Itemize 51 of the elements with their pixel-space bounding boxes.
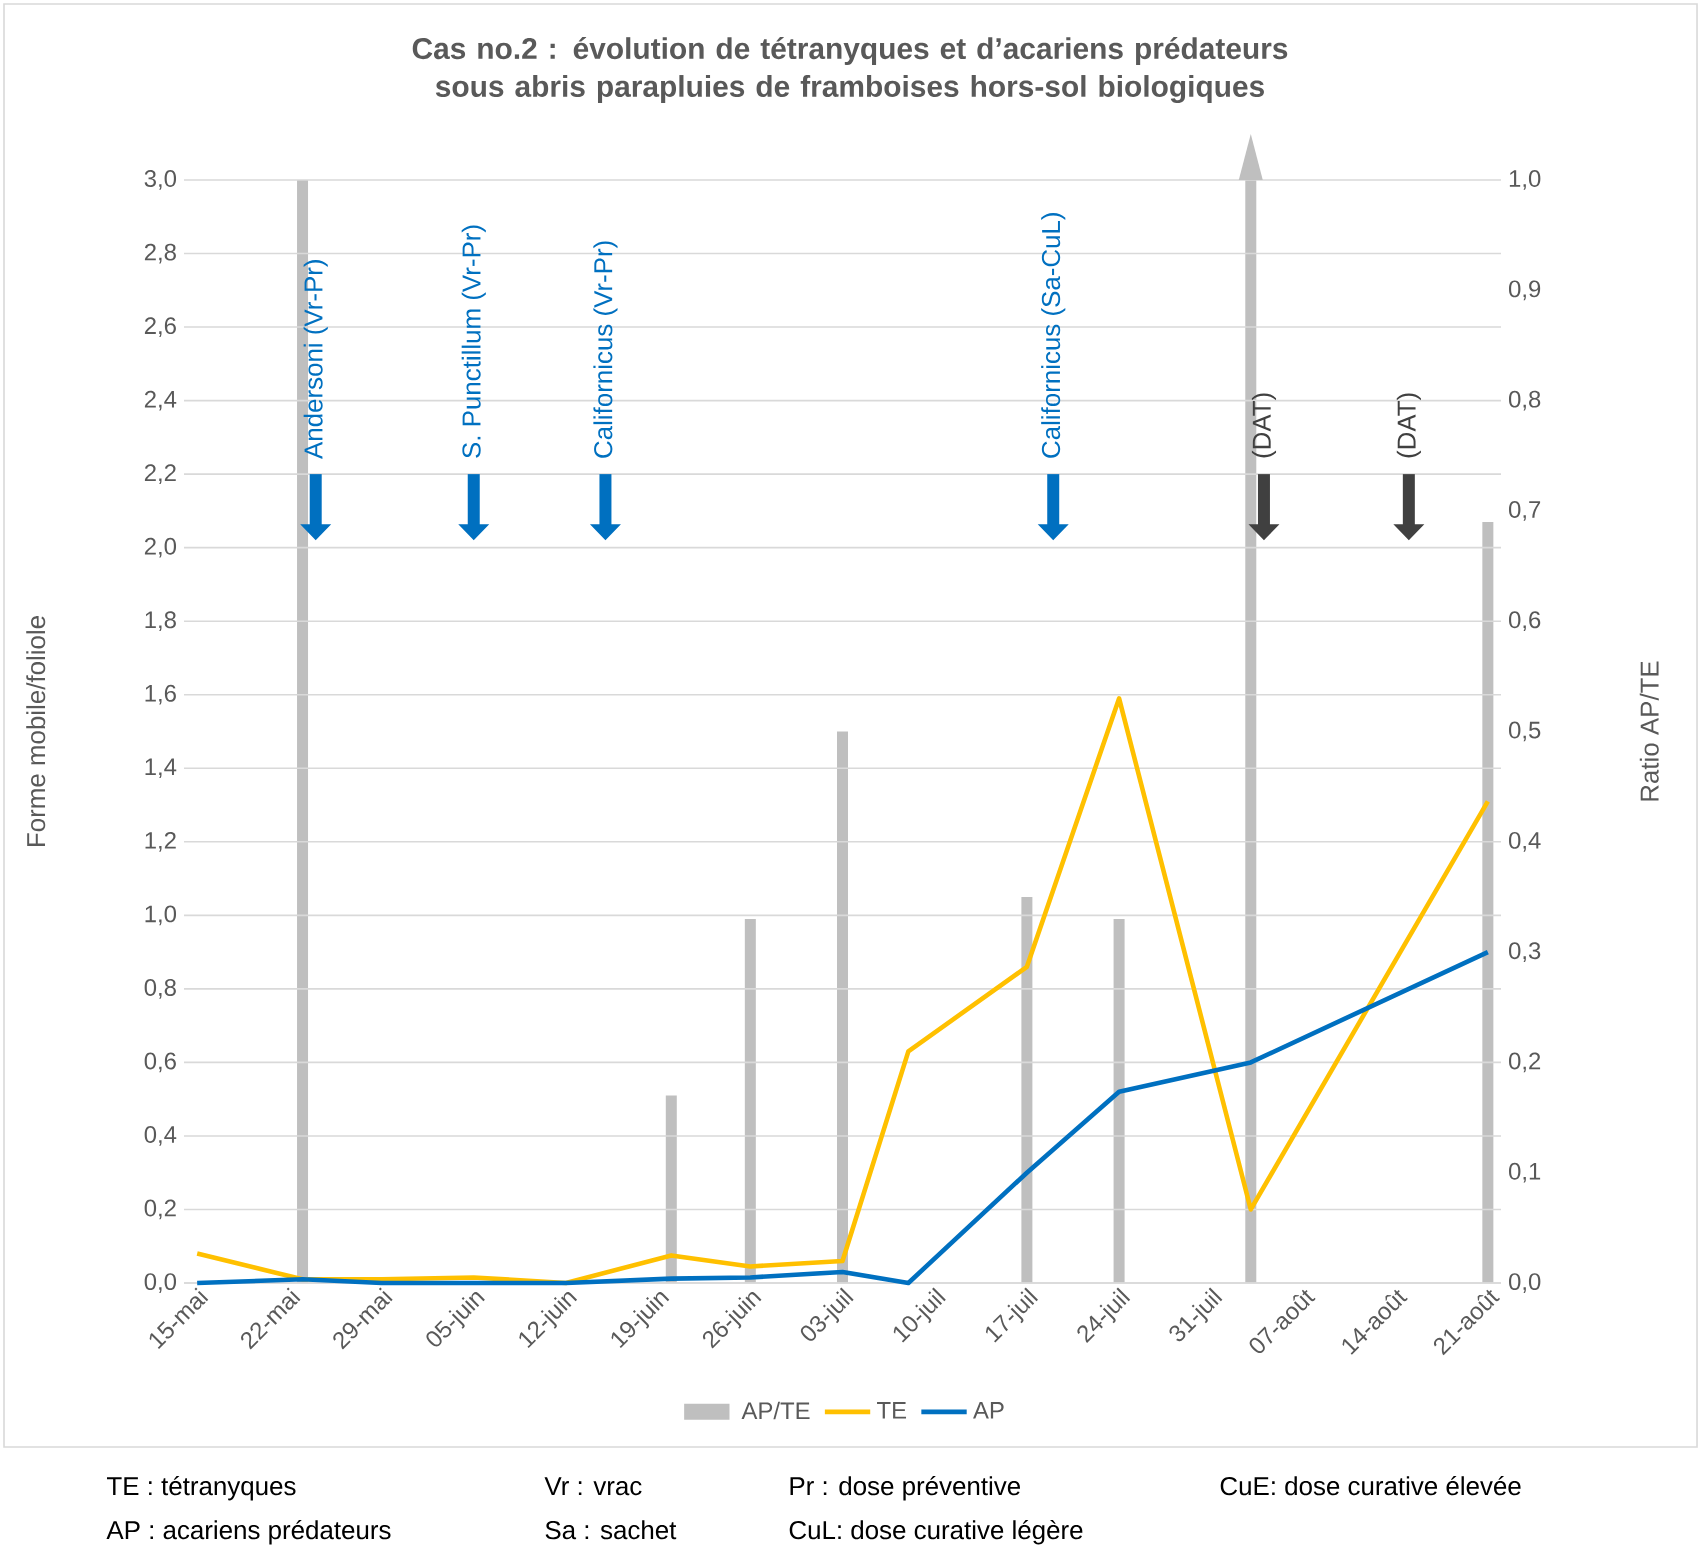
legend-label: AP/TE — [741, 1401, 810, 1420]
ref-line-label: Californicus (Vr-Pr) — [593, 241, 618, 458]
y2-tick-label: 0,6 — [1509, 611, 1541, 632]
y2-tick-label: 0,2 — [1509, 1052, 1541, 1073]
y2-tick-label: 1,0 — [1509, 170, 1541, 190]
ref-line-label: S. Punctillum (Vr-Pr) — [461, 225, 486, 458]
y2-tick-label: 0,9 — [1509, 280, 1541, 301]
y-tick-label: 1,0 — [145, 905, 177, 926]
y2-tick-label: 0,0 — [1509, 1273, 1541, 1293]
chart-title: Cas no.2 : évolution de tétranyques et d’acariens prédateurs sous abris parapluies de framboises hors-sol biologiques — [412, 36, 1288, 104]
ref-line-label: (DAT) — [1251, 393, 1277, 458]
y2-tick-label: 0,8 — [1509, 390, 1541, 411]
y-tick-label: 0,6 — [144, 1052, 176, 1073]
y-tick-label: 2,6 — [144, 317, 176, 337]
ref-line-label: Californicus (Sa-CuL) — [1041, 213, 1066, 458]
text: AP : acariens prédateurs — [106, 1519, 391, 1545]
y-tick-label: 2,2 — [144, 464, 176, 485]
legend-label: AP — [973, 1402, 1004, 1419]
y-tick-label: 0,8 — [144, 978, 176, 999]
y-tick-label: 2,4 — [144, 390, 177, 411]
ref-line-label: Andersoni (Vr-Pr) — [303, 260, 328, 459]
y-tick-label: 0,4 — [144, 1126, 177, 1146]
bar — [837, 731, 849, 1283]
y-tick-label: 2,0 — [144, 537, 177, 558]
y-tick-label: 2,8 — [144, 243, 176, 264]
legend-label: TE — [877, 1402, 907, 1419]
y-tick-label: 3,0 — [144, 170, 177, 190]
y-tick-label: 0,2 — [144, 1199, 176, 1220]
y-tick-label: 1,4 — [145, 758, 177, 779]
text: Sa : sachet — [545, 1520, 677, 1540]
text: TE : tétranyques — [106, 1475, 296, 1501]
text: Vr : vrac — [544, 1477, 642, 1496]
y-tick-label: 1,2 — [145, 831, 176, 852]
y-tick-label: 1,6 — [145, 684, 176, 705]
text: CuE: dose curative élevée — [1220, 1475, 1521, 1496]
y2-tick-label: 0,5 — [1509, 721, 1541, 742]
y2-tick-label: 0,3 — [1509, 942, 1541, 962]
y2-tick-label: 0,1 — [1509, 1162, 1541, 1183]
bar — [665, 1095, 677, 1283]
text: Pr : dose préventive — [790, 1475, 1020, 1501]
y-tick-label: 1,8 — [145, 611, 176, 632]
y2-tick-label: 0,4 — [1509, 831, 1541, 852]
ref-line-label: (DAT) — [1396, 393, 1421, 458]
bar — [1113, 919, 1125, 1283]
bar — [1482, 521, 1494, 1283]
text: CuL: dose curative légère — [789, 1519, 1083, 1545]
bar — [744, 919, 756, 1283]
y2-axis-title: Ratio AP/TE — [1639, 661, 1659, 801]
y-axis-title: Forme mobile/foliole — [26, 616, 46, 846]
bar — [1021, 896, 1033, 1283]
y2-tick-label: 0,7 — [1509, 501, 1541, 521]
